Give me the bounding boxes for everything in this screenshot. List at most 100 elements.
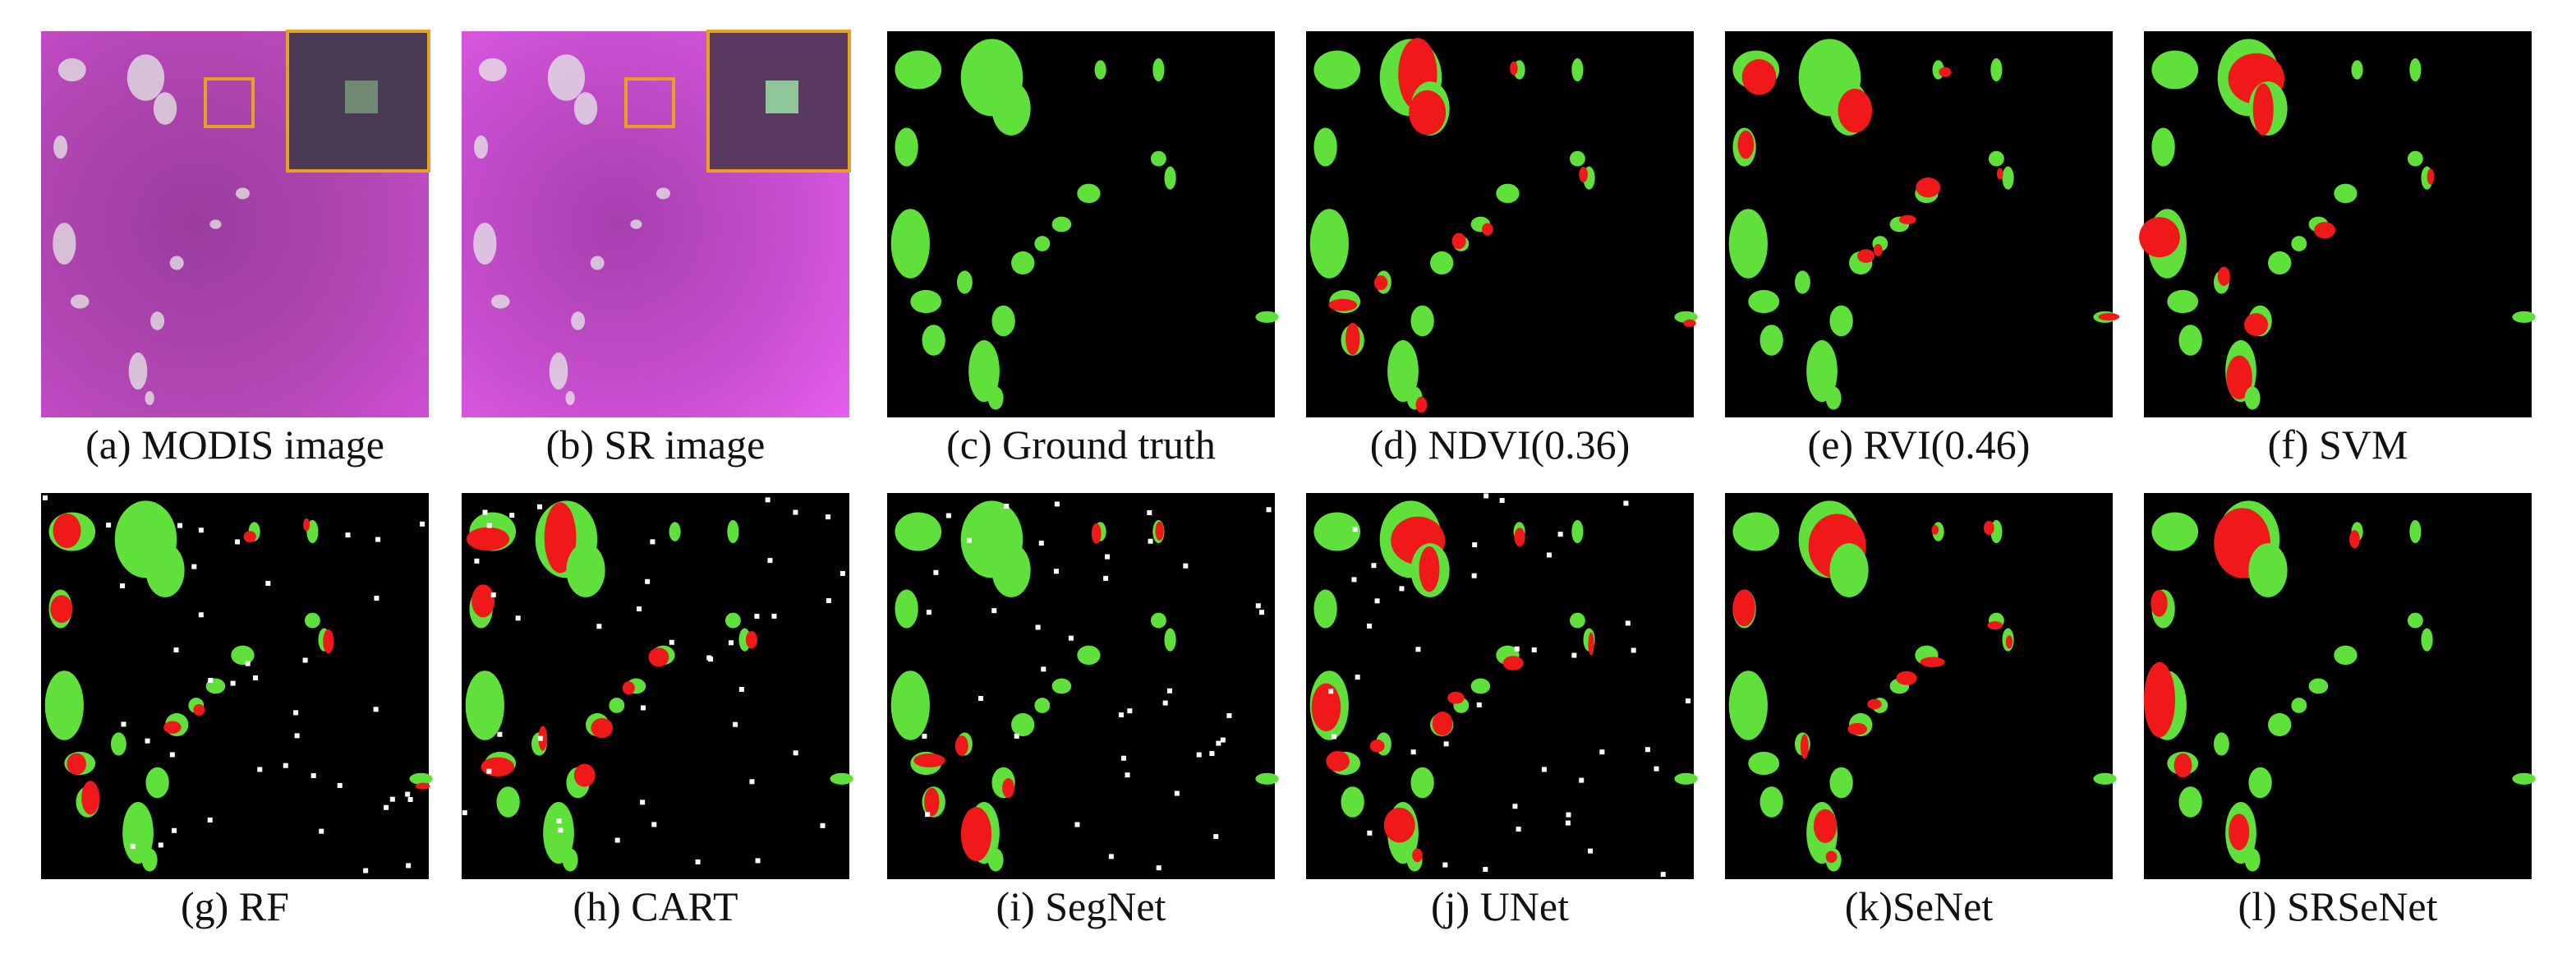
blob	[1011, 251, 1035, 275]
error-blob	[2217, 266, 2230, 286]
error-blob	[1732, 589, 1755, 627]
error-blob	[2226, 355, 2252, 400]
error-blob	[2314, 222, 2335, 239]
noise-pixel	[1623, 500, 1629, 506]
blob	[1571, 58, 1584, 82]
blob	[2167, 289, 2199, 314]
blob	[1255, 772, 1279, 785]
noise-pixel	[1259, 610, 1265, 615]
noise-pixel	[536, 504, 542, 509]
noise-pixel	[1041, 666, 1046, 672]
noise-pixel	[1216, 740, 1221, 746]
blob	[895, 127, 918, 167]
bright-patch	[565, 391, 575, 405]
noise-pixel	[1443, 741, 1449, 747]
blob	[1150, 612, 1166, 629]
error-blob	[544, 502, 577, 574]
noise-pixel	[462, 810, 467, 816]
noise-pixel	[198, 528, 204, 533]
error-blob	[913, 753, 945, 767]
bright-patch	[547, 54, 586, 101]
blob	[2093, 772, 2117, 785]
blob	[1728, 670, 1768, 740]
blob	[1387, 340, 1419, 403]
error-blob	[1383, 807, 1415, 843]
caption: (k)SeNet	[1845, 883, 1994, 929]
noise-pixel	[294, 733, 300, 739]
panel: (h) CART	[462, 493, 853, 929]
noise-pixel	[1686, 698, 1691, 704]
noise-pixel	[978, 695, 983, 701]
noise-pixel	[991, 608, 997, 614]
error-blob	[573, 763, 596, 787]
bright-patch	[590, 256, 605, 270]
noise-pixel	[120, 583, 126, 589]
noise-pixel	[1196, 752, 1202, 758]
error-blob	[1916, 177, 1941, 198]
noise-pixel	[265, 580, 271, 586]
blob	[991, 81, 1031, 136]
noise-pixel	[641, 705, 646, 711]
caption: (c) Ground truth	[946, 422, 1216, 468]
noise-pixel	[1516, 827, 1521, 832]
error-blob	[1898, 214, 1916, 224]
blob	[1034, 698, 1051, 713]
noise-pixel	[1183, 563, 1189, 569]
blob	[1051, 216, 1072, 233]
blob	[145, 543, 185, 597]
blob	[1309, 209, 1349, 279]
noise-pixel	[235, 539, 241, 545]
noise-pixel	[1588, 848, 1594, 854]
error-blob	[1328, 298, 1358, 311]
noise-pixel	[1148, 538, 1153, 544]
noise-pixel	[933, 569, 939, 575]
error-blob	[1579, 167, 1588, 183]
blob	[1825, 386, 1842, 410]
noise-pixel	[1631, 647, 1636, 653]
error-blob	[50, 595, 73, 623]
blob	[1988, 150, 2004, 167]
blob	[1990, 58, 2003, 82]
error-blob	[1510, 61, 1518, 76]
blob	[1011, 712, 1035, 737]
error-blob	[1311, 683, 1341, 731]
noise-pixel	[474, 558, 480, 564]
blob	[231, 645, 255, 666]
noise-pixel	[1038, 541, 1044, 546]
panel: (b) SR image	[462, 30, 851, 468]
noise-pixel	[1599, 749, 1605, 755]
noise-pixel	[482, 509, 488, 515]
blob	[2248, 543, 2288, 597]
error-blob	[622, 681, 635, 695]
error-blob	[1737, 130, 1755, 159]
noise-pixel	[257, 767, 263, 772]
noise-pixel	[614, 837, 620, 843]
noise-pixel	[130, 843, 136, 849]
error-blob	[2139, 217, 2180, 258]
blob	[2178, 786, 2202, 818]
panel: (a) MODIS image	[41, 30, 430, 468]
noise-pixel	[820, 822, 826, 828]
noise-pixel	[1014, 733, 1019, 739]
bright-patch	[490, 294, 510, 309]
error-blob	[1419, 546, 1440, 592]
noise-pixel	[198, 612, 204, 618]
noise-pixel	[42, 495, 48, 500]
error-blob	[1987, 621, 2003, 630]
noise-pixel	[310, 772, 316, 778]
caption: (h) CART	[573, 883, 738, 929]
noise-pixel	[497, 731, 503, 737]
noise-pixel	[384, 804, 389, 810]
noise-pixel	[345, 532, 351, 538]
noise-pixel	[767, 558, 773, 564]
blob	[1829, 543, 1869, 597]
blob	[987, 386, 1004, 410]
error-blob	[1896, 670, 1917, 685]
blob	[2213, 732, 2229, 756]
blob	[543, 802, 574, 864]
error-blob	[67, 753, 86, 775]
noise-pixel	[558, 827, 564, 833]
error-blob	[1482, 223, 1493, 236]
noise-pixel	[826, 597, 831, 603]
